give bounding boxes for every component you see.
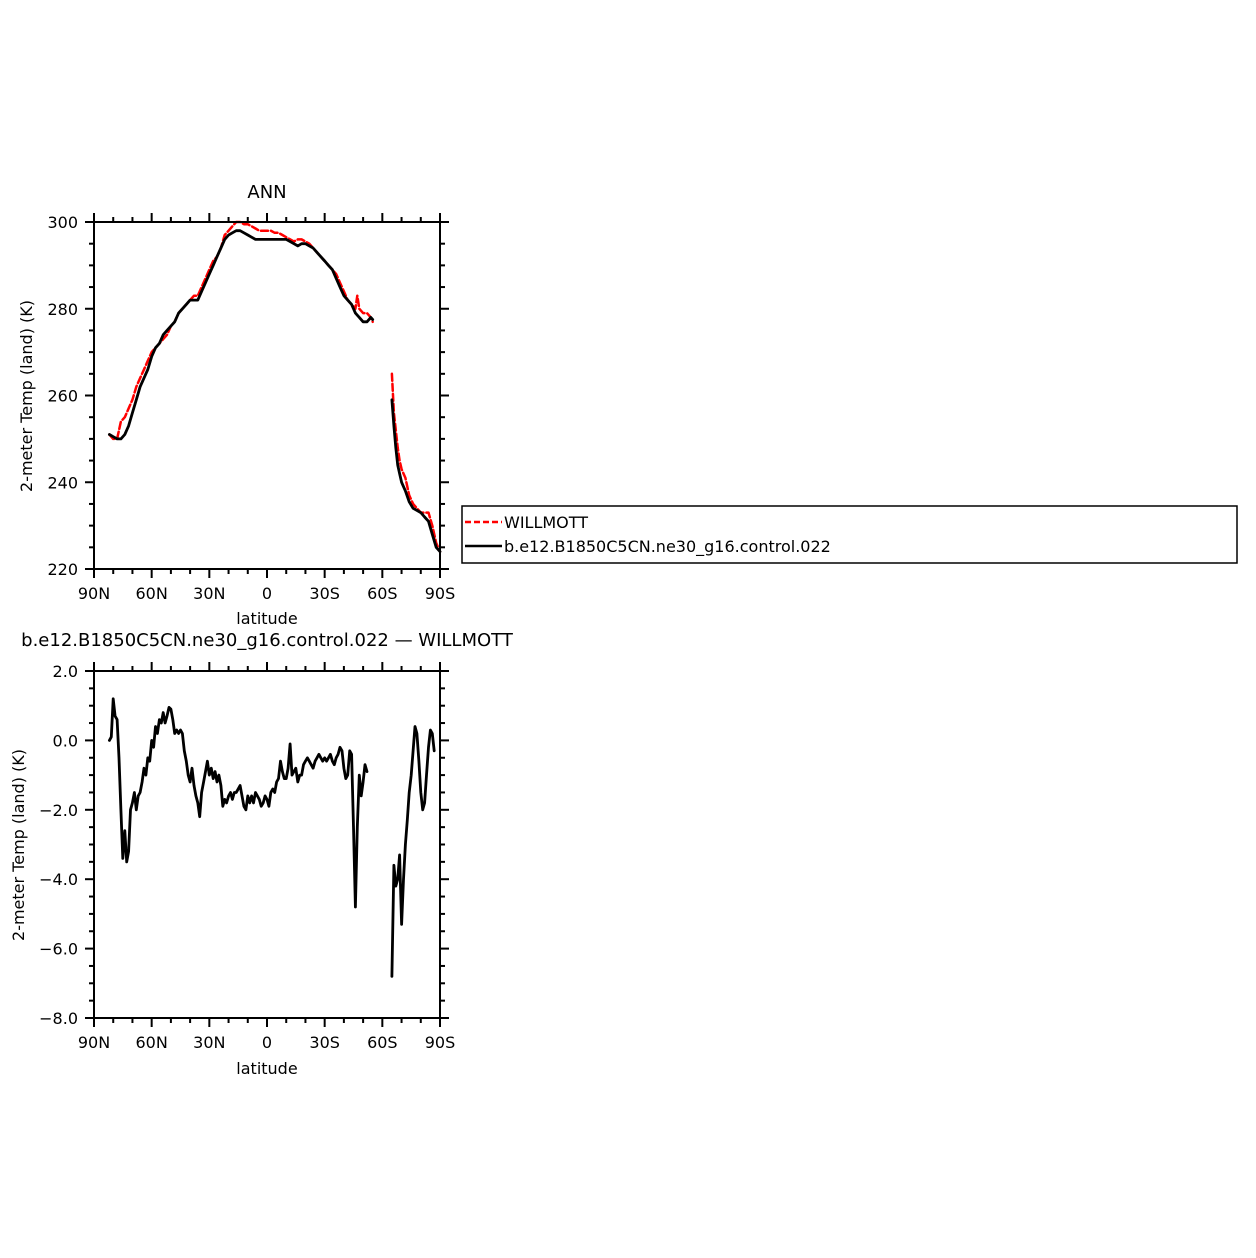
x-tick-label: 0 — [262, 1033, 272, 1052]
top-chart-title: ANN — [247, 182, 286, 203]
bottom-chart-title: b.e12.B1850C5CN.ne30_g16.control.022 — W… — [21, 630, 514, 651]
top-panel: ANN 90N 60N 30N 0 30S 60S 90S 220240260280300 … — [17, 182, 455, 628]
top-x-ticks: 90N 60N 30N 0 30S 60S 90S — [78, 213, 455, 603]
series-line-difference — [108, 697, 369, 909]
y-tick-label: 2.0 — [53, 662, 78, 681]
legend-label-model: b.e12.B1850C5CN.ne30_g16.control.022 — [504, 537, 831, 557]
y-tick-label: 220 — [47, 560, 78, 579]
series-line-difference — [390, 725, 436, 978]
x-tick-label: 30S — [309, 584, 340, 603]
bottom-y-ticks: −8.0 −6.0 −4.0 −2.0 0.0 2.0 — [39, 662, 449, 1028]
y-tick-label: −8.0 — [39, 1009, 78, 1028]
legend-label-willmott: WILLMOTT — [504, 513, 588, 532]
y-tick-label: 260 — [47, 387, 78, 406]
x-tick-label: 30S — [309, 1033, 340, 1052]
top-x-axis-label: latitude — [236, 609, 297, 628]
y-tick-label: −6.0 — [39, 940, 78, 959]
legend-box — [461, 505, 1238, 564]
bottom-series-group — [108, 697, 436, 978]
top-series-group — [108, 220, 442, 553]
x-tick-label: 60N — [136, 584, 168, 603]
x-tick-label: 60S — [367, 1033, 398, 1052]
y-tick-label: 240 — [47, 473, 78, 492]
x-tick-label: 30N — [193, 584, 225, 603]
x-tick-label: 90S — [425, 1033, 456, 1052]
series-line-willmott — [390, 372, 442, 553]
top-legend: WILLMOTT b.e12.B1850C5CN.ne30_g16.contro… — [461, 505, 1238, 564]
bottom-x-axis-label: latitude — [236, 1059, 297, 1078]
y-tick-label: −4.0 — [39, 870, 78, 889]
y-tick-label: 300 — [47, 213, 78, 232]
x-tick-label: 90S — [425, 584, 456, 603]
series-line-model — [390, 398, 442, 553]
top-plot-frame — [93, 221, 441, 570]
bottom-plot-frame — [93, 670, 441, 1019]
series-line-willmott — [108, 220, 374, 441]
y-tick-label: −2.0 — [39, 801, 78, 820]
x-tick-label: 30N — [193, 1033, 225, 1052]
x-tick-label: 60N — [136, 1033, 168, 1052]
bottom-panel: b.e12.B1850C5CN.ne30_g16.control.022 — W… — [9, 630, 514, 1078]
y-tick-label: 0.0 — [53, 731, 78, 750]
series-line-model — [108, 229, 375, 441]
x-tick-label: 0 — [262, 584, 272, 603]
top-y-ticks: 220 240 260 280 300 — [47, 213, 449, 579]
x-tick-label: 60S — [367, 584, 398, 603]
top-y-axis-label: 2-meter Temp (land) (K) — [17, 300, 36, 492]
x-tick-label: 90N — [78, 1033, 110, 1052]
x-tick-label: 90N — [78, 584, 110, 603]
bottom-y-axis-label: 2-meter Temp (land) (K) — [9, 749, 28, 941]
y-tick-label: 280 — [47, 300, 78, 319]
